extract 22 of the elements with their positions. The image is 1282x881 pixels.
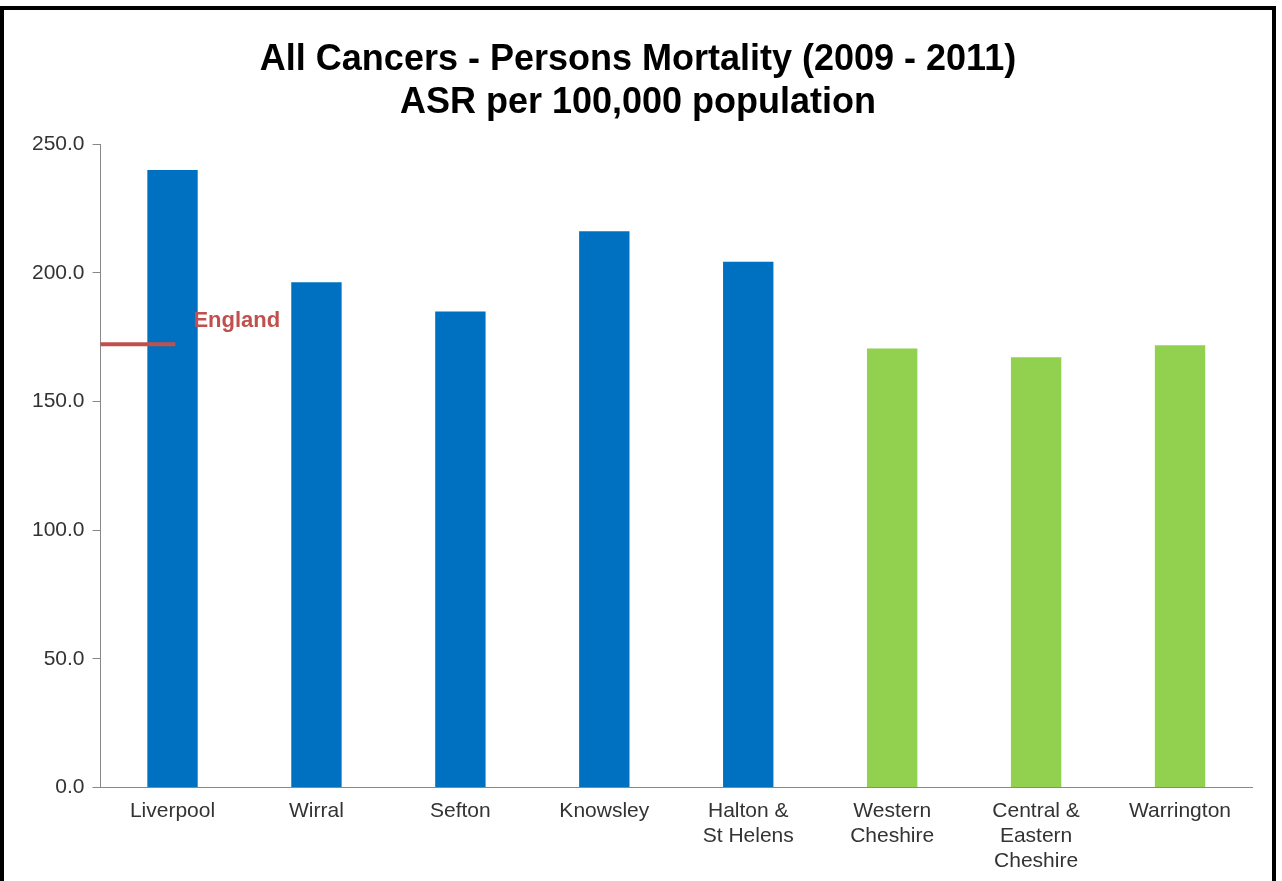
bar — [1010, 357, 1062, 787]
x-tick-label: Western Cheshire — [850, 797, 935, 846]
y-tick-label: 200.0 — [31, 259, 85, 283]
bar — [723, 261, 774, 787]
bar — [866, 348, 918, 787]
bar — [579, 231, 630, 787]
y-tick-label: 0.0 — [55, 774, 85, 798]
y-tick-label: 50.0 — [43, 645, 85, 669]
y-tick-label: 250.0 — [31, 131, 85, 155]
bar — [1154, 345, 1206, 787]
bar — [435, 311, 486, 787]
x-tick-label: Halton & St Helens — [702, 797, 794, 846]
y-tick-label: 150.0 — [31, 388, 85, 412]
bar — [291, 282, 342, 787]
x-tick-label: Sefton — [430, 797, 491, 821]
x-tick-label: Warrington — [1129, 797, 1231, 821]
x-tick-label: Knowsley — [559, 797, 650, 821]
y-tick-label: 100.0 — [31, 517, 85, 540]
chart-title: All Cancers - Persons Mortality (2009 - 2011) ASR per 100,000 population — [259, 36, 1017, 121]
x-tick-label: Wirral — [289, 797, 344, 821]
x-tick-label: Central & Eastern Cheshire — [992, 797, 1080, 872]
x-tick-label: Liverpool — [129, 797, 216, 821]
